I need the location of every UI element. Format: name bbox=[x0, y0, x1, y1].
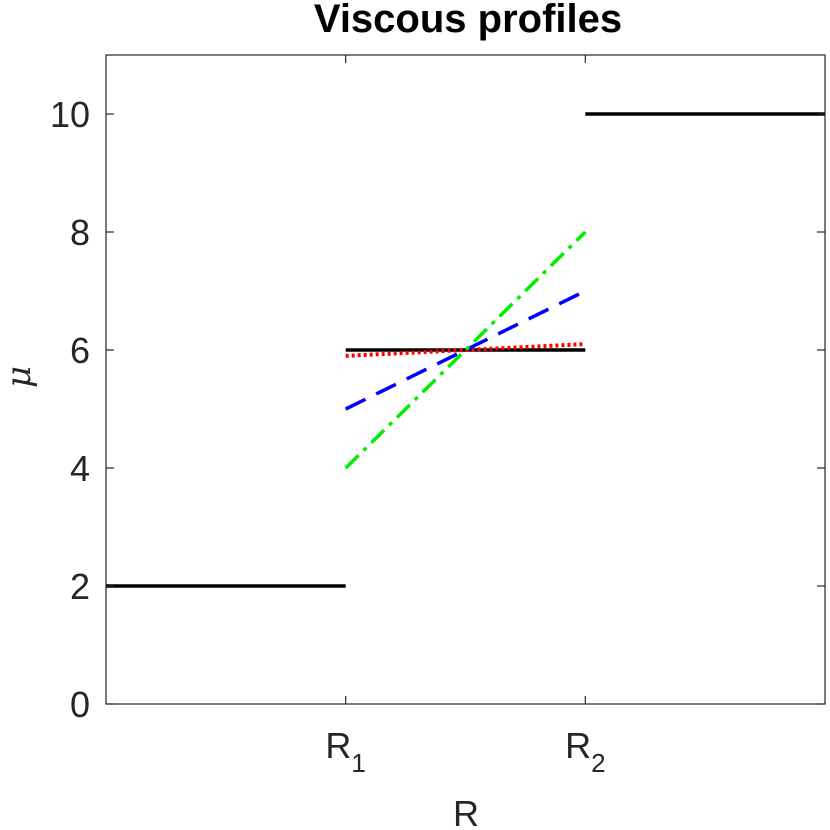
series-line-6-dashdot bbox=[344, 230, 587, 470]
y-tick-label: 2 bbox=[70, 566, 90, 607]
x-tick-label: R2 bbox=[565, 725, 605, 778]
x-tick-label-main: R bbox=[565, 725, 591, 766]
x-axis-label: R bbox=[453, 793, 479, 830]
x-tick-label-sub: 2 bbox=[591, 748, 605, 778]
series-line-4-dotted bbox=[345, 342, 586, 358]
plot-frame bbox=[105, 54, 826, 705]
x-tick-label-sub: 1 bbox=[351, 748, 365, 778]
y-tick-label: 4 bbox=[70, 448, 90, 489]
y-tick-label: 10 bbox=[50, 94, 90, 135]
series-line-5-dashed bbox=[344, 289, 587, 411]
y-tick-label: 8 bbox=[70, 212, 90, 253]
series-group bbox=[106, 112, 825, 588]
x-tick-label: R1 bbox=[325, 725, 365, 778]
plot-area bbox=[105, 54, 826, 705]
chart-title: Viscous profiles bbox=[314, 0, 622, 41]
x-tick-label-main: R bbox=[325, 725, 351, 766]
y-tick-label: 6 bbox=[70, 330, 90, 371]
y-axis-label: μ bbox=[0, 366, 39, 388]
y-tick-label: 0 bbox=[70, 684, 90, 725]
